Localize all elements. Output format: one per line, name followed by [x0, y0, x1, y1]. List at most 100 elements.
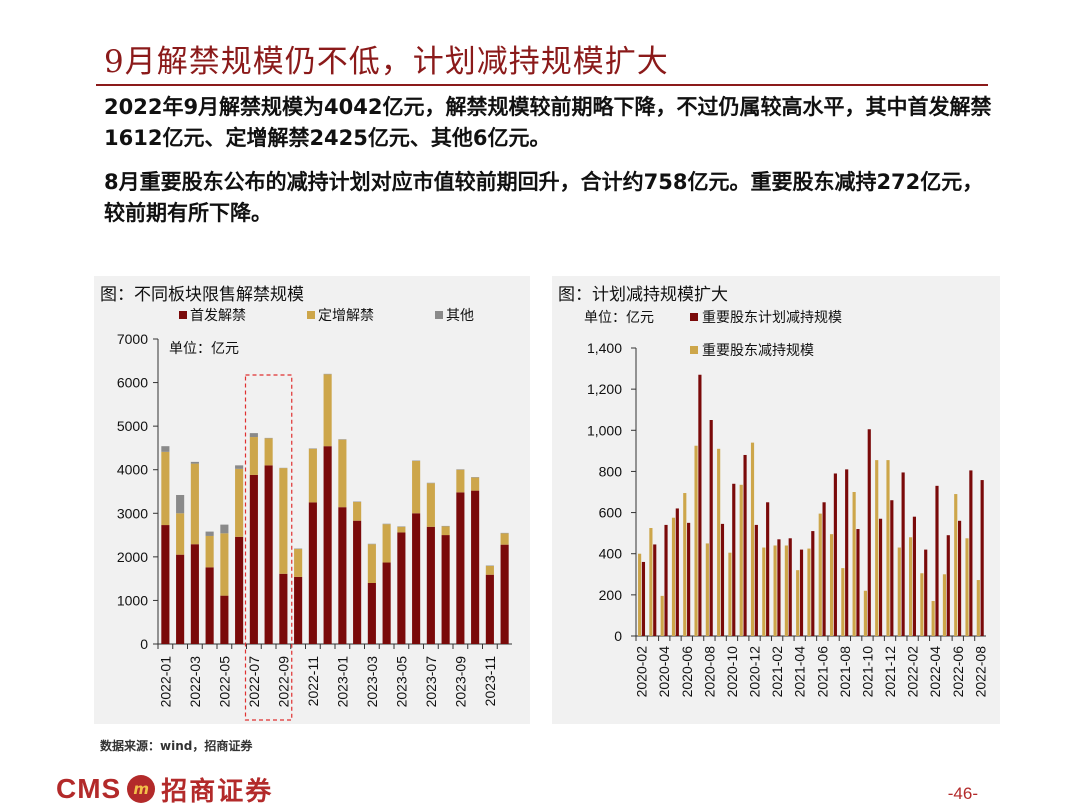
bar	[796, 570, 800, 636]
x-tick-label: 2022-04	[927, 646, 943, 698]
bar	[867, 429, 871, 636]
bar	[754, 524, 758, 636]
bar-segment	[338, 439, 347, 508]
bar	[920, 573, 924, 636]
bar-segment	[279, 573, 288, 644]
bar-segment	[161, 525, 170, 644]
bar	[649, 528, 653, 636]
bar	[717, 448, 721, 636]
reduction-chart-title: 图：计划减持规模扩大	[558, 285, 728, 305]
bar-segment	[264, 438, 273, 466]
bar	[671, 517, 676, 636]
x-tick-label: 2023-01	[334, 656, 350, 708]
bar-segment	[338, 507, 347, 644]
bar-segment	[220, 533, 229, 596]
bar	[829, 534, 834, 636]
y-tick-label: 0	[140, 636, 148, 652]
bar-segment	[456, 492, 465, 644]
x-tick-label: 2021-12	[882, 646, 898, 698]
x-tick-label: 2022-03	[187, 656, 203, 708]
summary-paragraph-2: 8月重要股东公布的减持计划对应市值较前期回升，合计约758亿元。重要股东减持27…	[104, 170, 984, 225]
bar-segment	[161, 451, 170, 526]
bar	[811, 531, 815, 636]
reduction-chart: 0 200 400 600 800 1,000 1,200 1,400 单位：亿元 重要股东计划减…	[584, 309, 988, 698]
bar-segment	[382, 562, 391, 644]
bar	[833, 473, 837, 636]
bar-segment	[176, 494, 185, 514]
bar-segment	[456, 469, 465, 493]
bar-segment	[471, 477, 480, 491]
x-tick-label: 2023-11	[482, 656, 498, 707]
cms-logo: CMS m 招商证券	[56, 772, 274, 807]
bar-segment	[412, 461, 421, 514]
bar-segment	[235, 468, 244, 537]
x-tick-label: 2021-02	[769, 646, 785, 698]
x-tick-label: 2022-07	[246, 656, 262, 708]
bar-segment	[426, 526, 435, 644]
logo-chinese: 招商证券	[161, 776, 274, 807]
legend-label: 重要股东减持规模	[702, 342, 814, 358]
page-title: 9月解禁规模仍不低，计划减持规模扩大	[104, 44, 669, 80]
bar	[728, 552, 732, 636]
bar	[958, 520, 962, 636]
bar-segment	[441, 535, 450, 644]
bar	[750, 442, 755, 636]
bar	[976, 580, 980, 636]
bar	[739, 484, 743, 636]
bar	[924, 549, 928, 636]
bar	[807, 548, 811, 636]
bar	[980, 480, 984, 636]
bar-segment	[441, 526, 450, 536]
bar-segment	[308, 448, 317, 503]
x-tick-label: 2023-03	[364, 656, 380, 708]
bar	[694, 445, 698, 636]
bar	[954, 494, 958, 636]
bar	[660, 595, 664, 636]
bar	[638, 553, 642, 636]
bar	[784, 545, 788, 636]
x-tick-label: 2020-08	[701, 646, 717, 698]
bar-segment	[205, 535, 214, 568]
bar-segment	[205, 531, 214, 536]
bar	[875, 460, 879, 636]
bar	[799, 549, 804, 636]
x-tick-label: 2021-10	[859, 646, 875, 698]
bar	[687, 522, 691, 636]
y-tick-label: 1,200	[587, 381, 622, 397]
bar-segment	[485, 566, 494, 575]
x-tick-label: 2023-07	[423, 656, 439, 708]
bar-segment	[397, 532, 406, 644]
x-tick-label: 2022-01	[157, 656, 173, 708]
bar-segment	[220, 595, 229, 644]
legend-swatch	[690, 313, 698, 321]
bar	[777, 539, 781, 636]
bar-segment	[294, 576, 303, 644]
bar	[720, 523, 725, 636]
y-tick-label: 1,400	[587, 340, 622, 356]
unlock-chart-panel: 图：不同板块限售解禁规模 0 1000 2000 3000 4000 5000 6000 70…	[94, 276, 530, 724]
bar	[901, 472, 905, 636]
bar	[845, 469, 849, 636]
x-tick-label: 2022-06	[950, 646, 966, 698]
bar	[743, 454, 747, 636]
bar	[931, 601, 935, 636]
bar-segment	[382, 524, 391, 563]
bar-segment	[353, 501, 362, 521]
bar-segment	[426, 483, 435, 527]
unlock-chart: 0 1000 2000 3000 4000 5000 6000 7000 单位：亿元 首发解禁 定增…	[117, 307, 512, 721]
bar-segment	[279, 468, 288, 574]
bar	[969, 470, 973, 636]
x-tick-label: 2020-04	[656, 646, 672, 698]
bar	[912, 516, 916, 636]
bar	[766, 502, 770, 636]
y-tick-label: 600	[599, 505, 623, 521]
y-tick-label: 5000	[117, 418, 148, 434]
bar-segment	[190, 544, 199, 644]
y-tick-label: 800	[599, 463, 623, 479]
logo-latin: CMS	[56, 773, 122, 804]
bar-segment	[500, 544, 509, 644]
bar-segment	[353, 520, 362, 644]
legend-label: 首发解禁	[190, 307, 246, 323]
x-tick-label: 2022-08	[972, 646, 988, 698]
bar	[965, 538, 969, 636]
